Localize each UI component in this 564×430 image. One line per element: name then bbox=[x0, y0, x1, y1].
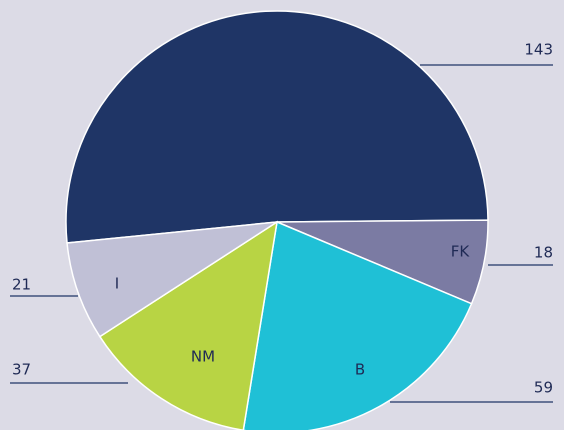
slice-label: NM bbox=[191, 348, 215, 366]
pie-slice bbox=[98, 220, 279, 430]
pie-slice bbox=[66, 221, 278, 338]
slice-label: FK bbox=[451, 243, 471, 261]
pie-slice bbox=[242, 220, 473, 430]
value-label: 37 bbox=[12, 361, 31, 379]
value-label: 143 bbox=[524, 41, 553, 59]
slice-label: I bbox=[115, 275, 119, 293]
value-label: 18 bbox=[534, 244, 553, 262]
value-label: 59 bbox=[534, 379, 553, 397]
pie-slice bbox=[65, 10, 489, 244]
value-label: 21 bbox=[12, 276, 31, 294]
slice-label: B bbox=[355, 361, 365, 379]
